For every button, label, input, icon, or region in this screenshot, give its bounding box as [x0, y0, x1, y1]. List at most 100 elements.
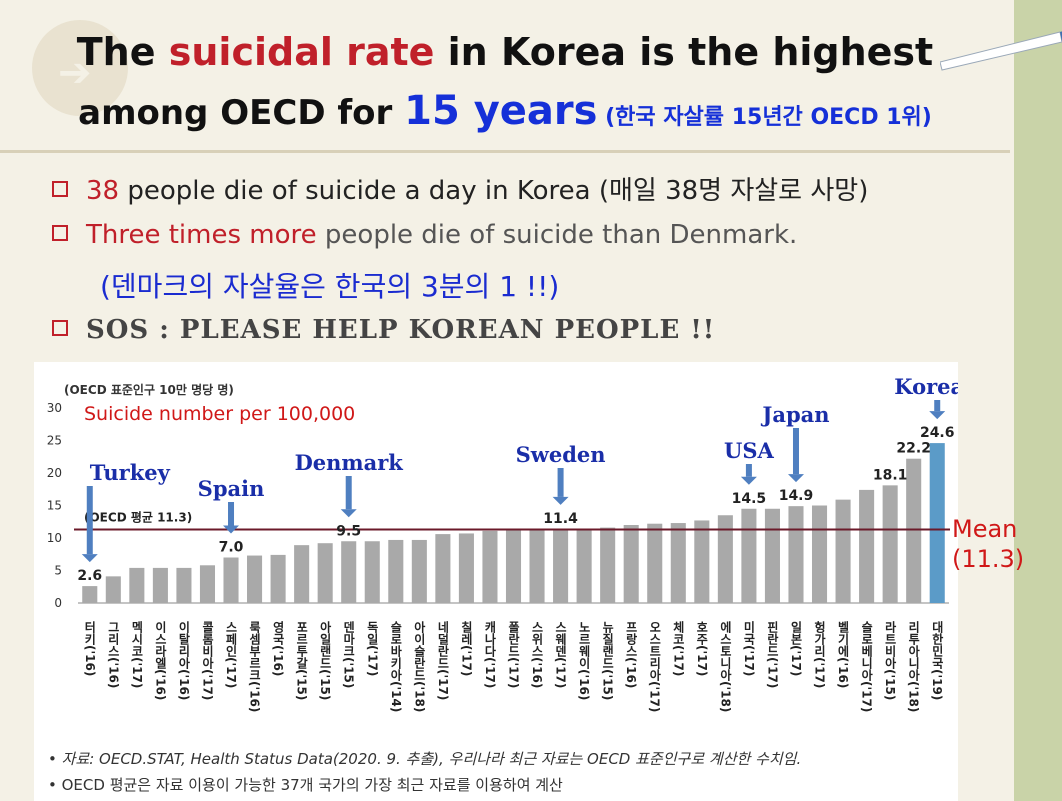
y-tick-label: 30: [47, 401, 62, 415]
callout-arrow-shaft: [228, 502, 235, 526]
callout-arrow-head: [740, 476, 757, 485]
x-tick-label: 핀란드('17): [765, 620, 779, 689]
callout-label: Japan: [760, 402, 829, 427]
title-line-2: among OECD for 15 years (한국 자살률 15년간 OEC…: [0, 88, 1010, 134]
unit-label: (OECD 표준인구 10만 명당 명): [64, 382, 234, 397]
x-tick-label: 라트비아('15): [883, 620, 897, 701]
bullet-3-text: SOS : PLEASE HELP KOREAN PEOPLE !!: [86, 315, 716, 345]
bar: [906, 458, 922, 603]
bar: [435, 534, 451, 603]
x-tick-label: 폴란드('17): [507, 620, 521, 689]
x-tick-label: 미국('17): [742, 620, 756, 677]
bar: [105, 576, 121, 603]
bullet-2-red: Three times more: [86, 220, 317, 250]
value-label: 9.5: [336, 523, 361, 539]
bullet-1-red: 38: [86, 176, 120, 206]
bar: [529, 529, 545, 603]
x-tick-label: 아일랜드('15): [318, 620, 332, 701]
bullet-3: SOS : PLEASE HELP KOREAN PEOPLE !!: [52, 315, 715, 345]
bar: [647, 523, 663, 603]
x-tick-label: 벨기에('16): [836, 620, 850, 689]
bullet-2-text: people die of suicide than Denmark.: [316, 220, 798, 250]
callout-label: Korea: [894, 374, 958, 399]
bar: [458, 533, 474, 603]
title-1-red: suicidal rate: [168, 30, 435, 74]
x-tick-label: 아이슬란드('18): [412, 620, 426, 713]
y-tick-label: 25: [47, 434, 62, 448]
callout-arrow-head: [81, 554, 98, 563]
x-tick-label: 호주('17): [695, 621, 709, 677]
bar: [411, 539, 427, 603]
callout-arrow-head: [340, 509, 357, 518]
value-label: 7.0: [219, 540, 244, 556]
value-label: 14.9: [779, 488, 814, 504]
x-tick-label: 멕시코('17): [130, 620, 144, 689]
y-tick-label: 15: [47, 499, 62, 513]
bar: [341, 541, 357, 603]
x-tick-label: 칠레('17): [459, 620, 473, 677]
bar: [929, 443, 945, 603]
bar: [811, 505, 828, 603]
bar: [482, 530, 498, 603]
value-label: 14.5: [732, 491, 767, 507]
x-tick-label: 슬로베니아('17): [860, 621, 874, 713]
x-tick-label: 콜롬비아('17): [200, 620, 214, 701]
callout-label: Turkey: [90, 460, 171, 485]
circle-decoration: [32, 20, 128, 116]
callout-arrow-head: [552, 496, 569, 505]
bullet-2: Three times more people die of suicide t…: [52, 220, 797, 250]
x-tick-label: 뉴질랜드('15): [601, 621, 615, 701]
bullet-1: 38 people die of suicide a day in Korea …: [52, 170, 868, 207]
bar: [741, 508, 757, 603]
y-tick-label: 5: [54, 564, 62, 578]
bar: [553, 528, 569, 603]
checkbox-bullet-icon: [52, 224, 68, 241]
mean-label-line2: (11.3): [952, 545, 1025, 573]
x-tick-label: 이스라엘('16): [153, 620, 167, 701]
checkbox-bullet-icon: [52, 180, 68, 197]
callout-label: Spain: [198, 476, 265, 501]
bar: [82, 586, 98, 603]
x-tick-label: 스웨덴('17): [554, 621, 568, 689]
x-tick-label: 그리스('16): [106, 621, 120, 689]
bar: [364, 541, 380, 603]
bar: [600, 527, 616, 603]
callout-label: USA: [724, 438, 774, 463]
x-tick-label: 스위스('16): [530, 621, 544, 689]
x-tick-label: 영국('16): [271, 620, 285, 677]
y-tick-label: 10: [47, 531, 62, 545]
x-tick-label: 오스트리아('17): [648, 621, 662, 713]
callout-label: Denmark: [295, 450, 404, 475]
x-tick-label: 독일('17): [365, 621, 379, 677]
bar: [317, 543, 333, 603]
x-tick-label: 스페인('17): [224, 621, 238, 689]
value-label: 18.1: [873, 467, 908, 483]
bar: [788, 506, 804, 603]
callout-arrow-head: [929, 411, 946, 420]
value-label: 2.6: [77, 568, 102, 584]
y-tick-label: 0: [54, 596, 62, 610]
bar: [223, 557, 239, 603]
bar: [294, 545, 310, 603]
title-2-korean: (한국 자살률 15년간 OECD 1위): [597, 105, 932, 130]
value-label: 24.6: [920, 425, 955, 441]
callout-arrow-head: [223, 525, 240, 534]
bar: [388, 539, 404, 603]
title-1-post: in Korea is the highest: [434, 30, 934, 74]
bar: [623, 525, 639, 603]
x-tick-label: 네덜란드('17): [436, 620, 450, 701]
x-tick-label: 터키('16): [83, 620, 97, 677]
title-divider: [0, 150, 1010, 153]
callout-arrow-head: [787, 474, 804, 483]
bar: [717, 515, 733, 603]
mean-line-label: (OECD 평균 11.3): [84, 511, 192, 525]
arrow-right-icon: ➔: [58, 50, 92, 96]
bar: [670, 523, 686, 603]
x-tick-label: 포르투갈('15): [295, 621, 309, 701]
x-tick-label: 리투아니아('18): [907, 620, 921, 713]
bar-chart: (OECD 표준인구 10만 명당 명) Suicide number per 1…: [47, 374, 958, 713]
x-tick-label: 룩셈부르크('16): [248, 620, 262, 713]
bar: [835, 499, 851, 603]
callout-arrow-shaft: [934, 400, 941, 412]
title-2-pre: among OECD for: [78, 93, 405, 133]
